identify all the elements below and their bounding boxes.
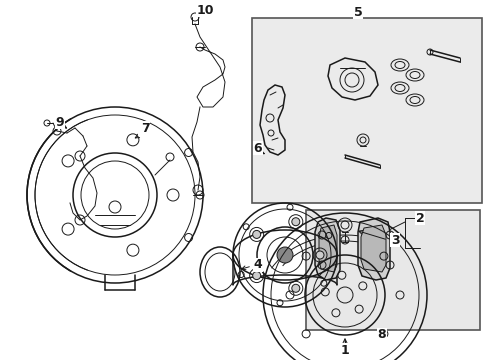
Circle shape xyxy=(291,284,299,292)
Text: 1: 1 xyxy=(340,343,348,356)
Text: 2: 2 xyxy=(415,211,424,225)
Polygon shape xyxy=(360,225,385,272)
Polygon shape xyxy=(357,218,389,280)
Polygon shape xyxy=(314,218,339,280)
Text: 5: 5 xyxy=(353,5,362,18)
Text: 7: 7 xyxy=(141,122,149,135)
Polygon shape xyxy=(318,225,336,272)
Text: 6: 6 xyxy=(253,141,262,154)
Bar xyxy=(305,210,479,330)
Bar xyxy=(251,18,481,203)
Text: 3: 3 xyxy=(390,234,399,247)
Text: 8: 8 xyxy=(377,328,386,342)
Text: 4: 4 xyxy=(253,258,262,271)
Circle shape xyxy=(252,230,260,238)
Circle shape xyxy=(315,251,324,259)
Circle shape xyxy=(252,271,260,280)
Circle shape xyxy=(276,247,292,263)
Circle shape xyxy=(291,218,299,226)
Text: 9: 9 xyxy=(56,116,64,129)
Text: 10: 10 xyxy=(196,4,213,17)
